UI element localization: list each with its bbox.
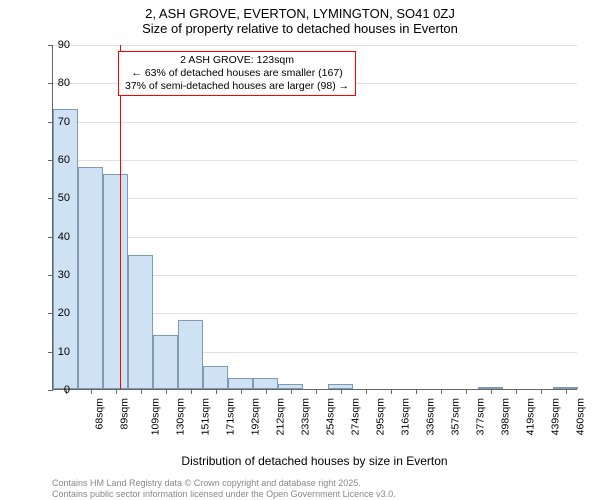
histogram-bar: [228, 378, 253, 390]
x-tick-label: 316sqm: [399, 398, 411, 435]
x-tick-label: 89sqm: [118, 398, 130, 430]
gridline: [53, 198, 577, 199]
y-tick-label: 90: [40, 39, 70, 51]
histogram-bar: [103, 174, 128, 389]
x-tick-label: 192sqm: [249, 398, 261, 435]
x-tick-label: 398sqm: [499, 398, 511, 435]
gridline: [53, 237, 577, 238]
y-tick-label: 60: [40, 154, 70, 166]
x-tick-label: 439sqm: [549, 398, 561, 435]
x-tick: [366, 389, 367, 394]
x-tick: [516, 389, 517, 394]
histogram-bar: [78, 167, 103, 389]
x-tick: [116, 389, 117, 394]
x-tick-label: 109sqm: [149, 398, 161, 435]
x-tick: [291, 389, 292, 394]
x-tick: [191, 389, 192, 394]
callout-line: 37% of semi-detached houses are larger (…: [125, 80, 349, 93]
x-tick-label: 171sqm: [224, 398, 236, 435]
x-tick-label: 377sqm: [474, 398, 486, 435]
reference-line: [120, 45, 121, 389]
x-tick: [541, 389, 542, 394]
x-tick: [141, 389, 142, 394]
x-tick-label: 233sqm: [299, 398, 311, 435]
x-tick: [441, 389, 442, 394]
x-tick: [391, 389, 392, 394]
x-tick: [466, 389, 467, 394]
x-tick: [566, 389, 567, 394]
footer-line-2: Contains public sector information licen…: [52, 489, 396, 500]
x-tick-label: 274sqm: [349, 398, 361, 435]
gridline: [53, 160, 577, 161]
y-tick-label: 30: [40, 269, 70, 281]
y-tick-label: 80: [40, 77, 70, 89]
callout-line: ← 63% of detached houses are smaller (16…: [125, 67, 349, 80]
x-tick-label: 212sqm: [274, 398, 286, 435]
x-tick: [216, 389, 217, 394]
x-tick-label: 151sqm: [199, 398, 211, 435]
x-tick: [416, 389, 417, 394]
chart-title-sub: Size of property relative to detached ho…: [0, 21, 600, 42]
histogram-bar: [203, 366, 228, 389]
footer-attribution: Contains HM Land Registry data © Crown c…: [52, 478, 396, 500]
x-tick-label: 419sqm: [524, 398, 536, 435]
footer-line-1: Contains HM Land Registry data © Crown c…: [52, 478, 396, 489]
x-tick-label: 254sqm: [324, 398, 336, 435]
x-tick: [491, 389, 492, 394]
y-tick-label: 10: [40, 346, 70, 358]
x-axis-label: Distribution of detached houses by size …: [52, 454, 577, 468]
chart-title-main: 2, ASH GROVE, EVERTON, LYMINGTON, SO41 0…: [0, 0, 600, 21]
x-tick: [316, 389, 317, 394]
x-tick: [241, 389, 242, 394]
y-tick-label: 40: [40, 231, 70, 243]
y-tick-label: 50: [40, 192, 70, 204]
x-tick: [341, 389, 342, 394]
x-tick: [266, 389, 267, 394]
histogram-bar: [153, 335, 178, 389]
gridline: [53, 45, 577, 46]
y-tick-label: 0: [40, 384, 70, 396]
y-tick-label: 20: [40, 307, 70, 319]
histogram-bar: [178, 320, 203, 389]
gridline: [53, 122, 577, 123]
x-tick-label: 336sqm: [424, 398, 436, 435]
x-tick-label: 460sqm: [574, 398, 586, 435]
histogram-bar: [253, 378, 278, 390]
callout-line: 2 ASH GROVE: 123sqm: [125, 54, 349, 67]
y-tick-label: 70: [40, 116, 70, 128]
x-tick: [166, 389, 167, 394]
histogram-bar: [128, 255, 153, 389]
x-tick-label: 68sqm: [93, 398, 105, 430]
plot-area: 2 ASH GROVE: 123sqm← 63% of detached hou…: [52, 45, 577, 390]
x-tick-label: 357sqm: [449, 398, 461, 435]
x-tick-label: 130sqm: [174, 398, 186, 435]
x-tick-label: 295sqm: [374, 398, 386, 435]
x-tick: [91, 389, 92, 394]
callout-box: 2 ASH GROVE: 123sqm← 63% of detached hou…: [118, 51, 356, 96]
